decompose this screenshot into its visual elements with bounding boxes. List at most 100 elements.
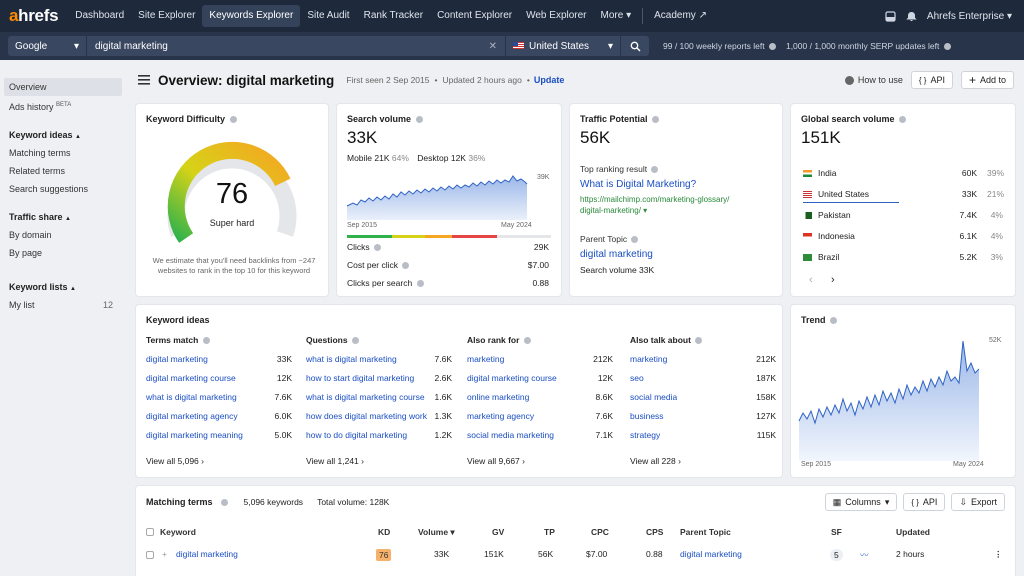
idea-keyword-link[interactable]: seo xyxy=(630,373,644,383)
add-keyword-icon[interactable]: + xyxy=(162,549,167,559)
next-page-icon[interactable]: › xyxy=(831,274,835,286)
country-row[interactable]: Indonesia 6.1K 4% xyxy=(803,231,1003,241)
country-row[interactable]: Brazil 5.2K 3% xyxy=(803,252,1003,262)
nav-dashboard[interactable]: Dashboard xyxy=(75,10,125,21)
info-icon[interactable] xyxy=(402,262,410,270)
idea-keyword-link[interactable]: how to start digital marketing xyxy=(306,373,415,383)
idea-keyword-link[interactable]: marketing xyxy=(467,354,505,364)
info-icon[interactable] xyxy=(416,280,424,288)
nav-more[interactable]: More ▾ xyxy=(594,5,639,27)
more-options-icon[interactable]: ⋮ xyxy=(994,549,1003,559)
nav-site-explorer[interactable]: Site Explorer xyxy=(138,10,196,21)
info-icon[interactable] xyxy=(830,317,838,325)
columns-button[interactable]: ▦ Columns ▾ xyxy=(824,493,898,511)
update-link[interactable]: Update xyxy=(533,75,565,85)
top-ranking-url[interactable]: https://mailchimp.com/marketing-glossary… xyxy=(580,194,730,216)
row-parent-topic[interactable]: digital marketing xyxy=(680,549,742,559)
row-keyword[interactable]: digital marketing xyxy=(176,549,238,559)
country-row[interactable]: India 60K 39% xyxy=(803,168,1004,178)
info-icon[interactable] xyxy=(651,166,659,174)
table-row[interactable]: + digital marketing 76 33K 151K 56K $7.0… xyxy=(136,546,1015,566)
idea-keyword-link[interactable]: marketing agency xyxy=(467,411,535,421)
idea-keyword-link[interactable]: online marketing xyxy=(467,392,530,402)
view-all-link[interactable]: View all 1,241 › xyxy=(306,456,452,466)
col-gv[interactable]: GV xyxy=(492,527,505,537)
info-icon[interactable] xyxy=(374,244,382,252)
info-icon[interactable] xyxy=(943,43,951,51)
country-row[interactable]: United States 33K 21% xyxy=(803,189,1004,199)
row-sf[interactable]: 5 xyxy=(830,549,843,561)
sidebar-item-overview[interactable]: Overview xyxy=(4,78,122,96)
sidebar-section-traffic-share[interactable]: Traffic share ▲ xyxy=(0,208,128,226)
col-volume[interactable]: Volume ▾ xyxy=(418,527,455,537)
ahrefs-logo[interactable]: ahrefs xyxy=(9,6,59,25)
col-tp[interactable]: TP xyxy=(544,527,555,537)
info-icon[interactable] xyxy=(415,116,423,124)
nav-content-explorer[interactable]: Content Explorer xyxy=(437,10,513,21)
idea-keyword-link[interactable]: how to do digital marketing xyxy=(306,430,408,440)
row-checkbox[interactable] xyxy=(146,551,154,559)
sidebar-item-my-list[interactable]: My list 12 xyxy=(0,296,128,314)
view-all-link[interactable]: View all 5,096 › xyxy=(146,456,292,466)
col-sf[interactable]: SF xyxy=(831,527,842,537)
sidebar-item-by-domain[interactable]: By domain xyxy=(9,230,52,240)
idea-keyword-link[interactable]: what is digital marketing course xyxy=(306,392,425,402)
idea-keyword-link[interactable]: digital marketing agency xyxy=(146,411,238,421)
top-ranking-title-link[interactable]: What is Digital Marketing? xyxy=(580,179,697,190)
export-button[interactable]: ⇩ Export xyxy=(951,493,1005,511)
col-updated[interactable]: Updated xyxy=(896,527,930,537)
col-kd[interactable]: KD xyxy=(378,527,391,537)
col-keyword[interactable]: Keyword xyxy=(160,527,196,537)
nav-web-explorer[interactable]: Web Explorer xyxy=(526,10,587,21)
sidebar-item-search-suggestions[interactable]: Search suggestions xyxy=(9,184,89,194)
sidebar-section-keyword-lists[interactable]: Keyword lists ▲ xyxy=(0,278,128,296)
col-parent-topic[interactable]: Parent Topic xyxy=(680,527,731,537)
screen-icon[interactable] xyxy=(885,10,896,22)
idea-keyword-link[interactable]: digital marketing meaning xyxy=(146,430,243,440)
bell-icon[interactable] xyxy=(906,11,917,22)
idea-keyword-link[interactable]: how does digital marketing work xyxy=(306,411,427,421)
view-all-link[interactable]: View all 228 › xyxy=(630,456,776,466)
parent-topic-link[interactable]: digital marketing xyxy=(580,249,653,260)
api-button[interactable]: { } API xyxy=(910,71,953,89)
clear-icon[interactable]: ✕ xyxy=(488,40,497,52)
col-cpc[interactable]: CPC xyxy=(591,527,609,537)
view-all-link[interactable]: View all 9,667 › xyxy=(467,456,613,466)
api-button[interactable]: { } API xyxy=(903,493,946,511)
search-engine-select[interactable]: Google ▾ xyxy=(8,36,86,56)
sidebar-section-keyword-ideas[interactable]: Keyword ideas ▲ xyxy=(0,126,128,144)
nav-rank-tracker[interactable]: Rank Tracker xyxy=(363,10,424,21)
sidebar-item-matching-terms[interactable]: Matching terms xyxy=(9,148,71,158)
info-icon[interactable] xyxy=(229,116,237,124)
idea-keyword-link[interactable]: what is digital marketing xyxy=(146,392,237,402)
row-trend-icon[interactable]: 〰 xyxy=(860,550,869,560)
country-row[interactable]: Pakistan 7.4K 4% xyxy=(803,210,1003,220)
idea-keyword-link[interactable]: social media marketing xyxy=(467,430,554,440)
sidebar-item-by-page[interactable]: By page xyxy=(9,248,43,258)
nav-keywords-explorer[interactable]: Keywords Explorer xyxy=(202,5,301,27)
info-icon[interactable] xyxy=(523,337,531,345)
sidebar-item-related-terms[interactable]: Related terms xyxy=(9,166,66,176)
info-icon[interactable] xyxy=(652,116,660,124)
account-menu[interactable]: Ahrefs Enterprise ▾ xyxy=(927,11,1012,22)
country-select[interactable]: United States ▾ xyxy=(506,36,620,56)
idea-keyword-link[interactable]: digital marketing course xyxy=(146,373,236,383)
nav-academy[interactable]: Academy ↗ xyxy=(647,5,714,27)
add-to-button[interactable]: + Add to xyxy=(960,71,1014,89)
info-icon[interactable] xyxy=(695,337,703,345)
menu-icon[interactable] xyxy=(138,75,150,85)
idea-keyword-link[interactable]: digital marketing course xyxy=(467,373,557,383)
idea-keyword-link[interactable]: business xyxy=(630,411,664,421)
keyword-input[interactable]: digital marketing ✕ xyxy=(87,36,505,56)
prev-page-icon[interactable]: ‹ xyxy=(809,274,813,286)
idea-keyword-link[interactable]: digital marketing xyxy=(146,354,208,364)
info-icon[interactable] xyxy=(631,236,639,244)
sidebar-item-ads-history[interactable]: Ads history BETA xyxy=(0,96,128,114)
info-icon[interactable] xyxy=(899,116,907,124)
search-button[interactable] xyxy=(621,36,649,56)
select-all-checkbox[interactable] xyxy=(146,528,154,536)
info-icon[interactable] xyxy=(202,337,210,345)
nav-site-audit[interactable]: Site Audit xyxy=(307,10,350,21)
info-icon[interactable] xyxy=(768,43,776,51)
idea-keyword-link[interactable]: strategy xyxy=(630,430,661,440)
